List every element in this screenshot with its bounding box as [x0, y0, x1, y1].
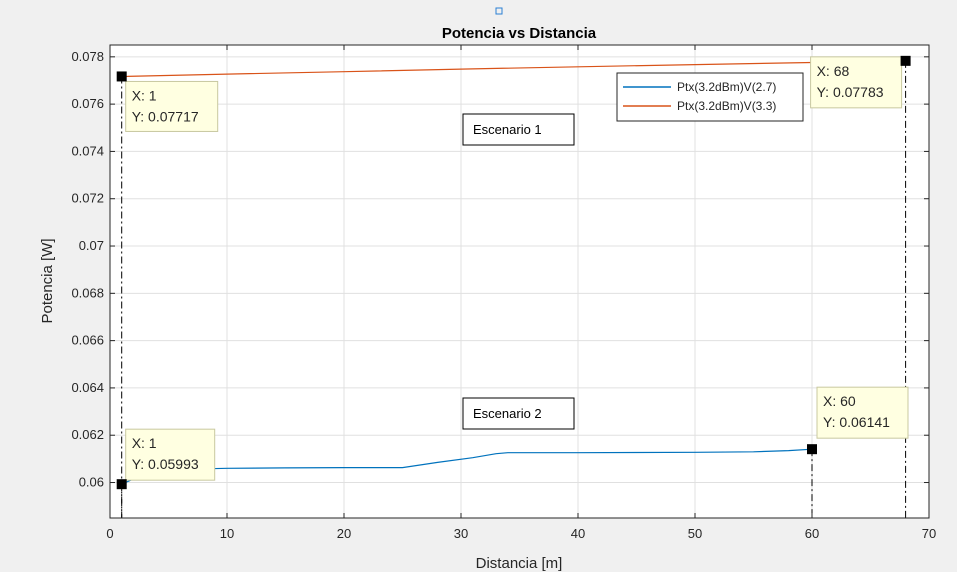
datatips: X: 1 Y: 0.07717 X: 68 Y: 0.07783 X: 1 Y: 0.05… — [116, 55, 911, 490]
annotations: Escenario 1 Escenario 2 — [462, 113, 575, 430]
datatip-marker[interactable] — [807, 444, 817, 455]
y-tick-label: 0.068 — [71, 285, 104, 300]
legend-box — [616, 72, 804, 122]
datatip-marker[interactable] — [116, 71, 127, 82]
x-axis-label: Distancia [m] — [476, 555, 563, 572]
annotation-box-2[interactable]: Escenario 2 — [462, 397, 575, 430]
y-tick-label: 0.078 — [71, 49, 104, 64]
x-tick-label: 40 — [571, 526, 585, 541]
x-tick-label: 20 — [337, 526, 351, 541]
datatip-x-text: X: 1 — [132, 87, 157, 103]
y-tick-label: 0.06 — [79, 475, 104, 490]
series-line-2[interactable] — [121, 60, 906, 78]
axes-box — [109, 44, 930, 519]
x-tick-label: 70 — [922, 526, 936, 541]
y-tick-label: 0.064 — [71, 380, 104, 395]
axes — [109, 44, 930, 519]
legend-label: Ptx(3.2dBm)V(2.7) — [677, 80, 776, 94]
datatip-y-text: Y: 0.05993 — [132, 456, 199, 472]
selection-handle-icon[interactable] — [495, 7, 503, 15]
annotation-box-1[interactable]: Escenario 1 — [462, 113, 575, 146]
datatip[interactable]: X: 68 Y: 0.07783 — [810, 55, 911, 109]
y-axis-label: Potencia [W] — [39, 238, 56, 323]
datatip-box — [816, 386, 909, 439]
legend-label: Ptx(3.2dBm)V(3.3) — [677, 99, 776, 113]
datatip-box — [125, 80, 219, 132]
datatip-x-text: X: 1 — [132, 435, 157, 451]
datatip-droplines — [121, 60, 907, 518]
annotation-text: Escenario 1 — [473, 122, 542, 137]
datatip-marker[interactable] — [116, 479, 127, 490]
x-tick-label: 30 — [454, 526, 468, 541]
annotation-frame — [462, 113, 575, 146]
datatip-y-text: Y: 0.07783 — [817, 84, 884, 100]
annotation-frame — [462, 397, 575, 430]
datatip[interactable]: X: 60 Y: 0.06141 — [807, 386, 909, 455]
x-tick-label: 10 — [220, 526, 234, 541]
y-tick-label: 0.066 — [71, 333, 104, 348]
x-tick-label: 0 — [106, 526, 113, 541]
datatip-x-text: X: 68 — [817, 63, 850, 79]
datatip-box — [125, 428, 216, 481]
datatip-box — [810, 56, 903, 109]
datatip-x-text: X: 60 — [823, 393, 856, 409]
y-tick-label: 0.062 — [71, 427, 104, 442]
datatip-y-text: Y: 0.06141 — [823, 414, 890, 430]
datatip-marker[interactable] — [900, 55, 911, 66]
datatip[interactable]: X: 1 Y: 0.05993 — [116, 428, 216, 490]
annotation-text: Escenario 2 — [473, 406, 542, 421]
datatip-y-text: Y: 0.07717 — [132, 108, 199, 124]
y-tick-label: 0.07 — [79, 238, 104, 253]
y-tick-label: 0.074 — [71, 143, 104, 158]
datatip[interactable]: X: 1 Y: 0.07717 — [116, 71, 219, 132]
chart-title: Potencia vs Distancia — [442, 25, 597, 42]
x-tick-label: 60 — [805, 526, 819, 541]
x-tick-label: 50 — [688, 526, 702, 541]
y-tick-label: 0.072 — [71, 191, 104, 206]
y-tick-label: 0.076 — [71, 96, 104, 111]
legend[interactable]: Ptx(3.2dBm)V(2.7) Ptx(3.2dBm)V(3.3) — [616, 72, 804, 122]
tick-labels: 0 10 20 30 40 50 60 70 0.06 0.062 0.064 0.066 0.068 0… — [71, 49, 936, 541]
